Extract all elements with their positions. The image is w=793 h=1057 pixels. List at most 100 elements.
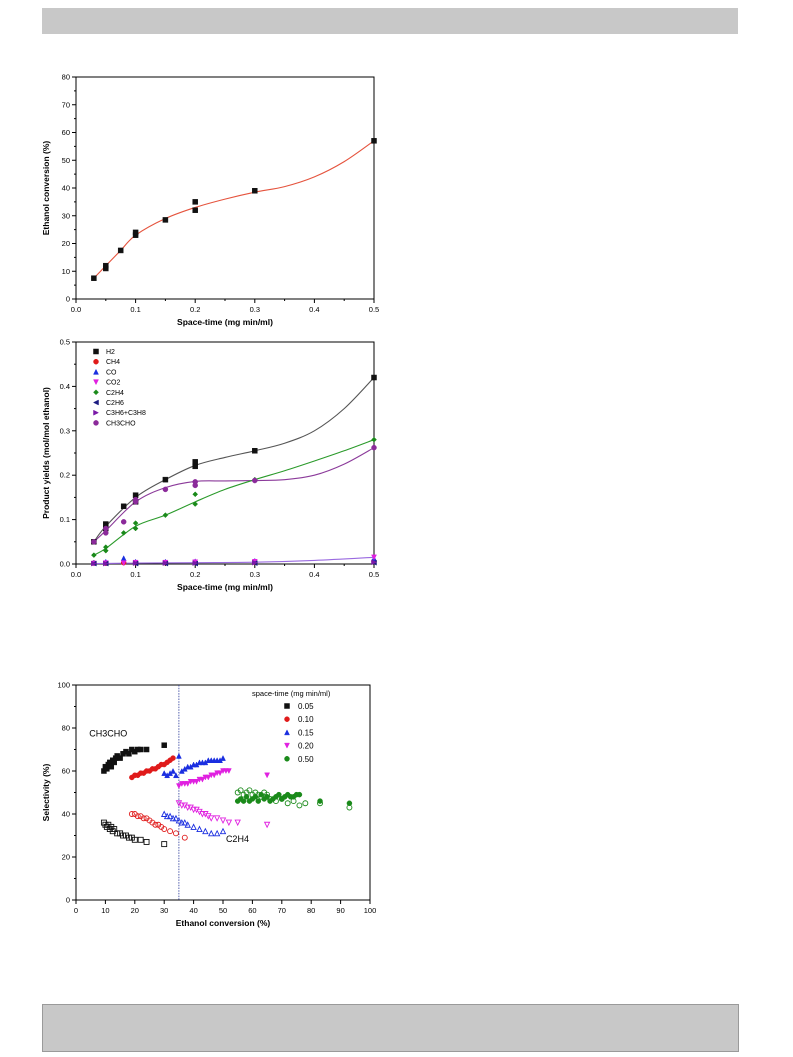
- legend-marker: [93, 368, 99, 375]
- legend-item: 0.10: [284, 715, 314, 724]
- x-tick-label: 0.3: [250, 305, 260, 314]
- data-point: [120, 530, 127, 536]
- data-point: [120, 519, 127, 525]
- data-point: [220, 755, 226, 761]
- data-point: [190, 823, 197, 830]
- x-tick-label: 70: [278, 906, 286, 915]
- x-tick-label: 0.2: [190, 570, 200, 579]
- footer-bar: [42, 1004, 739, 1052]
- y-tick-label: 20: [62, 239, 70, 248]
- x-tick-label: 10: [101, 906, 109, 915]
- y-tick-label: 0.2: [60, 471, 70, 480]
- data-point: [117, 247, 124, 254]
- data-point: [196, 825, 203, 832]
- legend-marker: [284, 716, 290, 722]
- data-point: [371, 444, 377, 451]
- data-point: [371, 374, 377, 381]
- data-point: [217, 770, 223, 777]
- data-point: [234, 819, 241, 827]
- data-point: [184, 821, 191, 828]
- data-point: [252, 188, 258, 194]
- data-point: [346, 800, 353, 806]
- annotation-c2h4: C2H4: [226, 834, 249, 844]
- data-point: [263, 821, 271, 829]
- data-point: [175, 816, 183, 824]
- data-point: [219, 817, 227, 824]
- data-point: [267, 796, 273, 802]
- data-point: [184, 781, 191, 787]
- data-point: [132, 229, 139, 236]
- legend-label: 0.50: [298, 755, 314, 764]
- data-point: [167, 828, 174, 835]
- data-point: [211, 772, 218, 779]
- fit-curve: [93, 447, 375, 543]
- y-tick-label: 40: [62, 184, 70, 193]
- data-point: [108, 763, 115, 770]
- data-point: [225, 819, 233, 827]
- data-point: [120, 560, 127, 567]
- data-point: [181, 819, 189, 826]
- data-point: [213, 815, 221, 822]
- data-point: [170, 755, 176, 761]
- y-tick-label: 0.1: [60, 515, 70, 524]
- data-point: [219, 827, 227, 835]
- legend-label: CO2: [106, 380, 121, 387]
- legend-item: 0.20: [284, 742, 314, 751]
- annotation-ch3cho: CH3CHO: [89, 729, 127, 739]
- y-tick-label: 30: [62, 211, 70, 220]
- data-point: [208, 829, 215, 837]
- data-point: [143, 839, 150, 845]
- y-tick-label: 80: [62, 73, 70, 82]
- fit-curve: [93, 439, 375, 556]
- data-point: [175, 752, 182, 759]
- data-point: [91, 552, 97, 558]
- data-point: [371, 138, 377, 144]
- legend-marker: [93, 348, 99, 355]
- data-point: [91, 539, 97, 545]
- data-point: [317, 800, 323, 807]
- data-point: [192, 560, 199, 567]
- legend-item: 0.50: [284, 755, 314, 764]
- data-point: [173, 830, 179, 837]
- y-tick-label: 0: [66, 896, 70, 905]
- data-point: [272, 798, 279, 805]
- data-point: [193, 779, 200, 785]
- y-tick-label: 10: [62, 267, 70, 276]
- data-point: [132, 496, 139, 503]
- legend-label: CH4: [106, 359, 120, 366]
- data-point: [103, 525, 109, 532]
- data-point: [103, 262, 109, 269]
- data-point: [202, 827, 209, 835]
- legend-item: CO2: [93, 379, 121, 387]
- data-point: [252, 448, 258, 454]
- y-tick-label: 80: [62, 724, 70, 733]
- legend-label: C2H4: [106, 390, 124, 397]
- y-axis-label: Product yields (mol/mol ethanol): [41, 387, 51, 519]
- legend-item: CH3CHO: [93, 420, 136, 427]
- fit-curve: [93, 140, 375, 279]
- x-tick-label: 0.0: [71, 570, 81, 579]
- legend-marker: [93, 420, 99, 426]
- data-point: [192, 207, 198, 213]
- data-point: [162, 217, 169, 223]
- plot-frame: [75, 341, 375, 565]
- chart-2: 0.0 0.1 0.2 0.3 0.4 0.5 0.0 0.1 0.2 0.3 0.4 0.5 Spac…: [41, 338, 379, 593]
- y-tick-label: 50: [62, 156, 70, 165]
- y-tick-label: 0.5: [60, 338, 70, 347]
- header-bar: [42, 8, 738, 34]
- legend-label: 0.20: [298, 742, 314, 751]
- x-tick-label: 0.5: [369, 305, 379, 314]
- data-point: [120, 555, 127, 561]
- data-point: [264, 772, 271, 779]
- data-point: [132, 525, 139, 532]
- data-point: [192, 199, 198, 205]
- legend-label: 0.05: [298, 702, 314, 711]
- data-point: [134, 813, 141, 820]
- data-point: [161, 770, 168, 776]
- data-point: [128, 811, 135, 817]
- x-tick-label: 100: [364, 906, 377, 915]
- data-point: [192, 459, 198, 465]
- data-point: [252, 477, 258, 484]
- data-point: [161, 841, 168, 848]
- legend-label: CH3CHO: [106, 420, 136, 427]
